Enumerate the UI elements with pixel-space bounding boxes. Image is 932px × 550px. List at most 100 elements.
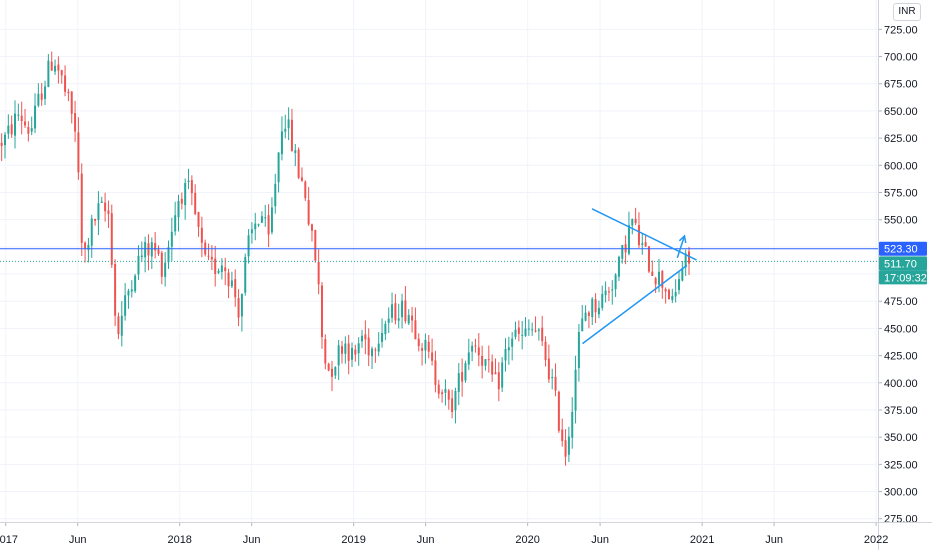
- candle: [137, 245, 140, 280]
- candle-body: [310, 224, 313, 231]
- candle: [527, 319, 530, 336]
- candle-body: [541, 327, 544, 342]
- candle-body: [401, 300, 404, 318]
- candle: [364, 320, 367, 355]
- candle-body: [481, 356, 484, 366]
- candle: [64, 65, 67, 97]
- candle: [170, 217, 173, 261]
- candle-body: [517, 327, 520, 334]
- candle-body: [200, 227, 203, 243]
- candle-body: [544, 341, 547, 361]
- candle: [557, 390, 560, 433]
- trendline-breakout-arrow: [676, 235, 686, 258]
- candle: [334, 366, 337, 379]
- candle-body: [337, 345, 340, 366]
- candle: [327, 362, 330, 372]
- candle-body: [330, 368, 333, 377]
- candle: [384, 320, 387, 341]
- candle: [237, 289, 240, 327]
- candle-body: [124, 295, 127, 316]
- candle: [387, 307, 390, 334]
- candle-body: [297, 149, 300, 178]
- y-tick-label: 450.00: [884, 323, 918, 335]
- candle: [84, 241, 87, 263]
- candle-body: [207, 255, 210, 257]
- candle-body: [57, 64, 60, 71]
- candle-body: [651, 271, 654, 276]
- candle: [471, 341, 474, 362]
- candle-body: [120, 315, 123, 336]
- candle: [270, 197, 273, 235]
- candle: [624, 235, 627, 265]
- arrow-head: [678, 234, 687, 244]
- candle: [260, 211, 263, 223]
- candle: [354, 344, 357, 362]
- candle: [290, 108, 293, 152]
- candle: [224, 257, 227, 285]
- candle-body: [7, 125, 10, 134]
- trendline-drawings: [582, 208, 697, 345]
- y-tick-label: 550.00: [884, 215, 918, 227]
- candle-body: [631, 218, 634, 226]
- candle: [544, 336, 547, 367]
- candle-body: [394, 303, 397, 321]
- candle: [317, 249, 320, 295]
- candle: [130, 280, 133, 298]
- y-tick-label: 425.00: [884, 351, 918, 363]
- candle-body: [77, 132, 80, 173]
- x-tick-label: Jun: [591, 534, 609, 546]
- candle: [47, 54, 50, 88]
- candle: [277, 152, 280, 193]
- candle: [457, 363, 460, 405]
- candle: [220, 258, 223, 280]
- candle: [60, 69, 63, 84]
- candle: [210, 245, 213, 271]
- candle: [594, 293, 597, 324]
- candle: [4, 132, 7, 159]
- candle: [180, 192, 183, 210]
- candle-body: [584, 312, 587, 321]
- candle: [431, 338, 434, 366]
- x-tick-label: 2022: [864, 534, 888, 546]
- price-tags: 523.30 511.70 17:09:32: [879, 241, 927, 285]
- candle-body: [130, 289, 133, 292]
- candle-body: [677, 279, 680, 291]
- candle-body: [567, 436, 570, 455]
- candle: [300, 167, 303, 182]
- candle-body: [454, 391, 457, 411]
- candle-body: [150, 242, 153, 257]
- candle: [310, 223, 313, 242]
- candle-body: [547, 358, 550, 380]
- candle: [267, 204, 270, 248]
- candle: [114, 259, 117, 327]
- x-tick-label: Jun: [243, 534, 261, 546]
- candle: [377, 332, 380, 357]
- x-tick-label: 2017: [0, 534, 18, 546]
- candle-body: [324, 339, 327, 364]
- candle: [20, 101, 23, 135]
- candle: [581, 304, 584, 332]
- candle: [94, 218, 97, 226]
- candle: [54, 59, 57, 75]
- candle-body: [397, 318, 400, 321]
- candle: [681, 261, 684, 282]
- trendline-lower: [582, 264, 688, 345]
- y-tick-label: 725.00: [884, 24, 918, 36]
- candle-body: [444, 388, 447, 393]
- candle-body: [524, 328, 527, 336]
- candle-body: [307, 199, 310, 225]
- candle-body: [654, 278, 657, 285]
- candle-body: [574, 369, 577, 411]
- candle-body: [134, 275, 137, 292]
- candle-body: [127, 290, 130, 296]
- candle-body: [267, 215, 270, 235]
- candle: [647, 246, 650, 274]
- candle: [234, 269, 237, 307]
- candle: [577, 323, 580, 382]
- candle-body: [367, 337, 370, 356]
- y-tick-label: 375.00: [884, 405, 918, 417]
- currency-label[interactable]: INR: [893, 3, 921, 21]
- candle: [404, 286, 407, 324]
- candle-body: [220, 265, 223, 272]
